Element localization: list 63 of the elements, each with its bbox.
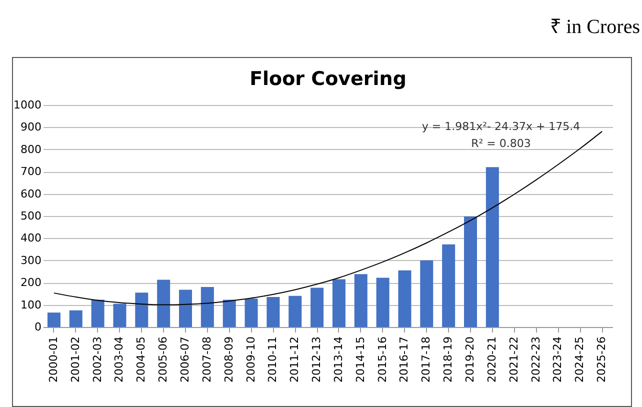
bar (398, 270, 412, 327)
x-tick-label: 2009-10 (244, 336, 258, 382)
x-tick-label: 2006-07 (178, 336, 192, 382)
text: ₹ in Crores (550, 15, 640, 39)
bar (135, 292, 148, 327)
bar (222, 300, 236, 327)
x-tick-label: 2003-04 (112, 336, 126, 382)
y-tick-label: 700 (20, 165, 42, 178)
y-tick-label: 500 (20, 210, 42, 222)
y-tick-label: 200 (20, 276, 42, 290)
bar (288, 296, 302, 327)
x-tick-label: 2016-17 (398, 336, 411, 382)
x-tick-label: 2025-26 (595, 336, 608, 382)
bar (157, 280, 170, 327)
x-tick-label: 2002-03 (90, 336, 104, 382)
x-tick-label: 2013-14 (332, 336, 345, 382)
x-tick-label: 2023-24 (551, 336, 564, 382)
x-tick-label: 2012-13 (310, 336, 324, 382)
y-tick-label: 300 (20, 254, 42, 267)
x-tick-label: 2004-05 (134, 336, 148, 382)
chart-title: Floor Covering (250, 68, 406, 90)
bar (464, 216, 477, 327)
x-tick-label: 2000-01 (46, 336, 60, 382)
bar (332, 279, 346, 327)
y-tick-label: 600 (20, 187, 42, 200)
y-tick-label: 0 (34, 320, 42, 334)
x-tick-label: 2022-23 (529, 336, 542, 382)
annotation: R² = 0.803 (471, 137, 531, 150)
bar (244, 298, 258, 327)
x-tick-label: 2014-15 (354, 336, 367, 382)
y-tick-label: 900 (20, 120, 42, 134)
x-tick-label: 2019-20 (464, 336, 476, 382)
y-tick-label: 100 (20, 298, 42, 312)
y-tick-label: 1000 (14, 98, 42, 112)
x-tick-label: 2007-08 (200, 336, 214, 382)
bar (179, 290, 192, 327)
line-series (53, 130, 603, 306)
bar (91, 300, 104, 327)
x-tick-label: 2017-18 (420, 336, 433, 382)
bar (310, 288, 324, 327)
bar (442, 244, 456, 327)
x-tick-label: 2008-09 (222, 336, 236, 382)
annotation: y = 1.981x²- 24.37x + 175.4 (422, 120, 580, 133)
bar (486, 167, 499, 327)
bar (420, 260, 434, 327)
x-tick-label: 2010-11 (266, 336, 280, 382)
x-tick-label: 2005-06 (156, 336, 170, 382)
bar (354, 274, 368, 327)
bar (376, 278, 390, 327)
bar (69, 310, 82, 327)
x-tick-label: 2020-21 (485, 336, 498, 382)
bar (113, 304, 126, 327)
bar (200, 287, 214, 327)
x-tick-label: 2018-19 (442, 336, 455, 382)
bar (266, 297, 280, 327)
x-tick-label: 2001-02 (68, 336, 82, 382)
bar (47, 312, 60, 327)
x-tick-label: 2015-16 (376, 336, 389, 382)
x-tick-label: 2011-12 (288, 336, 302, 382)
y-tick-label: 400 (20, 232, 42, 245)
y-tick-label: 800 (20, 142, 42, 156)
x-tick-label: 2024-25 (573, 336, 586, 382)
x-tick-label: 2021-22 (507, 336, 520, 382)
